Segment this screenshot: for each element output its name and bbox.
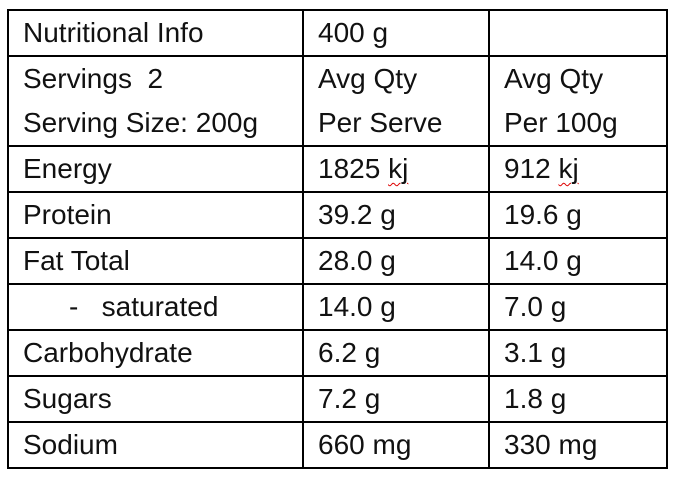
row-per-serve: 28.0 g <box>302 237 490 285</box>
blank-cell <box>488 9 668 57</box>
row-label: Sugars <box>7 375 304 423</box>
table-header-row: Nutritional Info 400 g <box>7 9 668 57</box>
row-per-100g: 14.0 g <box>488 237 668 285</box>
row-per-100g: 330 mg <box>488 421 668 469</box>
row-per-100g: 1.8 g <box>488 375 668 423</box>
row-per-serve: 7.2 g <box>302 375 490 423</box>
title-cell: Nutritional Info <box>7 9 304 57</box>
table-row: Protein 39.2 g 19.6 g <box>7 191 668 239</box>
row-per-100g: 19.6 g <box>488 191 668 239</box>
unit-spellcheck: kj <box>558 153 579 184</box>
row-per-serve: 660 mg <box>302 421 490 469</box>
row-label: - saturated <box>7 283 304 331</box>
row-per-100g: 7.0 g <box>488 283 668 331</box>
per-100g-value: 912 <box>504 153 551 184</box>
table-row: Sugars 7.2 g 1.8 g <box>7 375 668 423</box>
per-serve-header-cell: Avg Qty Per Serve <box>302 55 490 147</box>
row-label: Fat Total <box>7 237 304 285</box>
per-serve-header-line1: Avg Qty <box>318 63 418 94</box>
row-label: Carbohydrate <box>7 329 304 377</box>
row-label: Sodium <box>7 421 304 469</box>
per-100g-header-line1: Avg Qty <box>504 63 604 94</box>
row-per-serve: 6.2 g <box>302 329 490 377</box>
row-label: Energy <box>7 145 304 193</box>
table-row: Carbohydrate 6.2 g 3.1 g <box>7 329 668 377</box>
per-100g-header-line2: Per 100g <box>504 107 618 138</box>
servings-text: Servings 2 <box>23 63 164 94</box>
serving-size-text: Serving Size: 200g <box>23 107 259 138</box>
per-100g-header-cell: Avg Qty Per 100g <box>488 55 668 147</box>
row-per-serve: 14.0 g <box>302 283 490 331</box>
table-row: Energy 1825 kj 912 kj <box>7 145 668 193</box>
serving-info-cell: Servings 2 Serving Size: 200g <box>7 55 304 147</box>
table-row: Sodium 660 mg 330 mg <box>7 421 668 469</box>
table-row: - saturated 14.0 g 7.0 g <box>7 283 668 331</box>
serving-row: Servings 2 Serving Size: 200g Avg Qty Pe… <box>7 55 668 147</box>
row-per-100g: 912 kj <box>488 145 668 193</box>
nutrition-table: Nutritional Info 400 g Servings 2 Servin… <box>7 9 668 469</box>
per-serve-header-line2: Per Serve <box>318 107 443 138</box>
row-per-serve: 1825 kj <box>302 145 490 193</box>
per-serve-value: 1825 <box>318 153 381 184</box>
weight-cell: 400 g <box>302 9 490 57</box>
row-per-serve: 39.2 g <box>302 191 490 239</box>
row-label: Protein <box>7 191 304 239</box>
unit-spellcheck: kj <box>388 153 409 184</box>
table-row: Fat Total 28.0 g 14.0 g <box>7 237 668 285</box>
row-per-100g: 3.1 g <box>488 329 668 377</box>
